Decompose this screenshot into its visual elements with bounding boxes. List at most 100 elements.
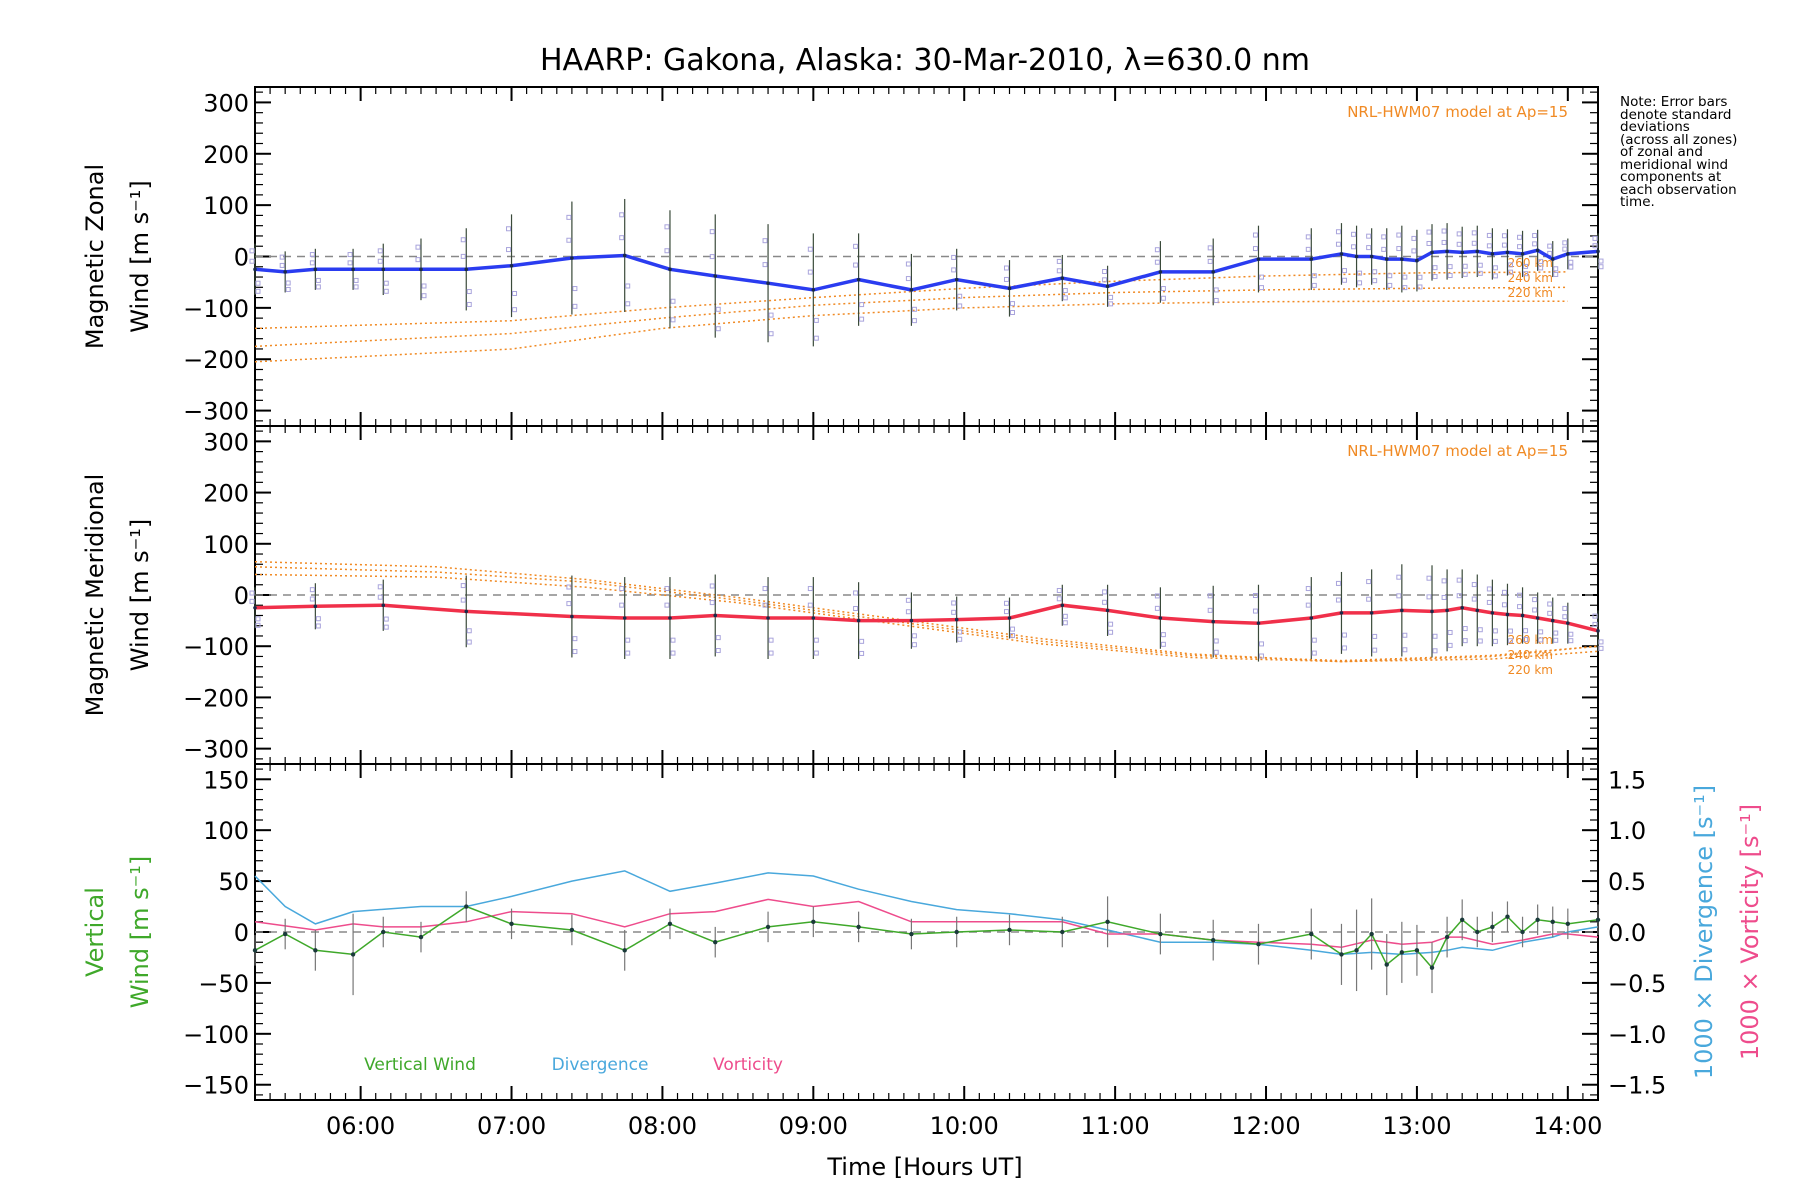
zone-marker <box>1486 599 1492 605</box>
vertical-wind-point <box>252 948 258 953</box>
zone-marker <box>807 246 813 252</box>
x-tick-label: 14:00 <box>1533 1112 1602 1140</box>
zone-marker <box>353 284 359 290</box>
zone-marker <box>1366 579 1372 585</box>
zone-marker <box>1456 593 1462 599</box>
zone-marker <box>957 636 963 642</box>
zone-marker <box>255 288 261 294</box>
zone-marker <box>1553 266 1559 272</box>
zone-marker <box>315 616 321 622</box>
vertical-wind-point <box>1060 929 1065 935</box>
zone-marker <box>1441 578 1447 584</box>
zone-marker <box>715 635 721 641</box>
zone-marker <box>859 302 865 308</box>
y-tick-label: 0 <box>234 919 249 947</box>
zone-marker <box>315 284 321 290</box>
wind-point <box>1566 621 1570 625</box>
zone-marker <box>1553 630 1559 636</box>
y-tick-label: −100 <box>183 1021 249 1049</box>
zone-marker <box>1252 593 1258 599</box>
zone-marker <box>249 598 255 604</box>
zone-marker <box>1009 301 1015 307</box>
vertical-wind-point <box>1339 952 1344 957</box>
zone-marker <box>709 229 715 235</box>
zone-marker <box>1062 613 1068 619</box>
zone-marker <box>566 214 572 220</box>
zone-marker <box>1553 271 1559 277</box>
wind-point <box>713 613 718 618</box>
zone-marker <box>1562 605 1568 611</box>
zone-marker <box>1102 589 1108 595</box>
vertical-wind-point <box>282 931 288 937</box>
zone-marker <box>709 254 715 260</box>
zone-marker <box>1538 637 1544 643</box>
x-tick-label: 07:00 <box>477 1112 546 1140</box>
wind-point <box>766 616 770 620</box>
zone-marker <box>1538 265 1544 271</box>
zone-marker <box>619 212 625 218</box>
zone-marker <box>709 600 715 606</box>
zone-marker <box>1562 240 1568 246</box>
wind-point <box>1060 276 1065 280</box>
note-line: components at <box>1620 169 1722 185</box>
zone-marker <box>1501 589 1507 595</box>
zone-marker <box>1598 639 1604 645</box>
zone-marker <box>1351 231 1357 237</box>
y-tick-label: 0 <box>234 582 249 610</box>
zone-marker <box>853 262 859 268</box>
y-tick-label: −200 <box>183 684 249 712</box>
zone-marker <box>1441 228 1447 234</box>
zone-marker <box>911 318 917 324</box>
zone-marker <box>309 596 315 602</box>
zone-marker <box>1462 626 1468 632</box>
y-axis-label-line1: Magnetic Meridional <box>81 474 109 717</box>
zone-marker <box>566 584 572 590</box>
zone-marker <box>1507 262 1513 268</box>
zone-marker <box>807 586 813 592</box>
zone-marker <box>315 277 321 283</box>
zone-marker <box>1492 628 1498 634</box>
legend-item: Vertical Wind <box>364 1055 476 1075</box>
zone-marker <box>911 633 917 639</box>
zone-marker <box>1441 239 1447 245</box>
zone-marker <box>279 262 285 268</box>
zone-marker <box>905 597 911 603</box>
zone-marker <box>1471 596 1477 602</box>
vertical-wind-point <box>811 919 816 925</box>
zone-marker <box>1372 633 1378 639</box>
zone-marker <box>768 637 774 643</box>
wind-point <box>313 267 318 272</box>
zone-marker <box>664 248 670 254</box>
zone-marker <box>1003 600 1009 606</box>
vertical-wind-point <box>1490 924 1495 930</box>
y-tick-label: −100 <box>183 633 249 661</box>
y2-tick-label: −1.0 <box>1608 1021 1666 1049</box>
wind-point <box>570 256 574 260</box>
wind-point <box>1060 603 1065 608</box>
zone-marker <box>905 276 911 282</box>
wind-point <box>1400 257 1404 261</box>
wind-point <box>1256 257 1261 261</box>
zone-marker <box>1372 278 1378 284</box>
zone-marker <box>377 584 383 590</box>
zone-marker <box>1538 629 1544 635</box>
zone-marker <box>1532 241 1538 247</box>
vertical-wind-point <box>1414 948 1420 953</box>
zone-marker <box>1335 241 1341 247</box>
wind-point <box>464 609 469 614</box>
zone-marker <box>1592 235 1598 241</box>
zone-marker <box>762 602 768 608</box>
y-tick-label: 300 <box>203 428 249 456</box>
wind-point <box>1309 616 1314 620</box>
wind-point <box>1309 257 1314 261</box>
y-axis-label-line1: Magnetic Zonal <box>81 164 109 349</box>
note-line: meridional wind <box>1620 156 1729 173</box>
vertical-wind-point <box>713 939 718 945</box>
zone-marker <box>1381 234 1387 240</box>
zone-marker <box>768 650 774 656</box>
zone-marker <box>957 303 963 309</box>
zone-marker <box>1062 620 1068 626</box>
zone-marker <box>1402 285 1408 291</box>
zone-marker <box>1598 645 1604 651</box>
zone-marker <box>249 248 255 254</box>
